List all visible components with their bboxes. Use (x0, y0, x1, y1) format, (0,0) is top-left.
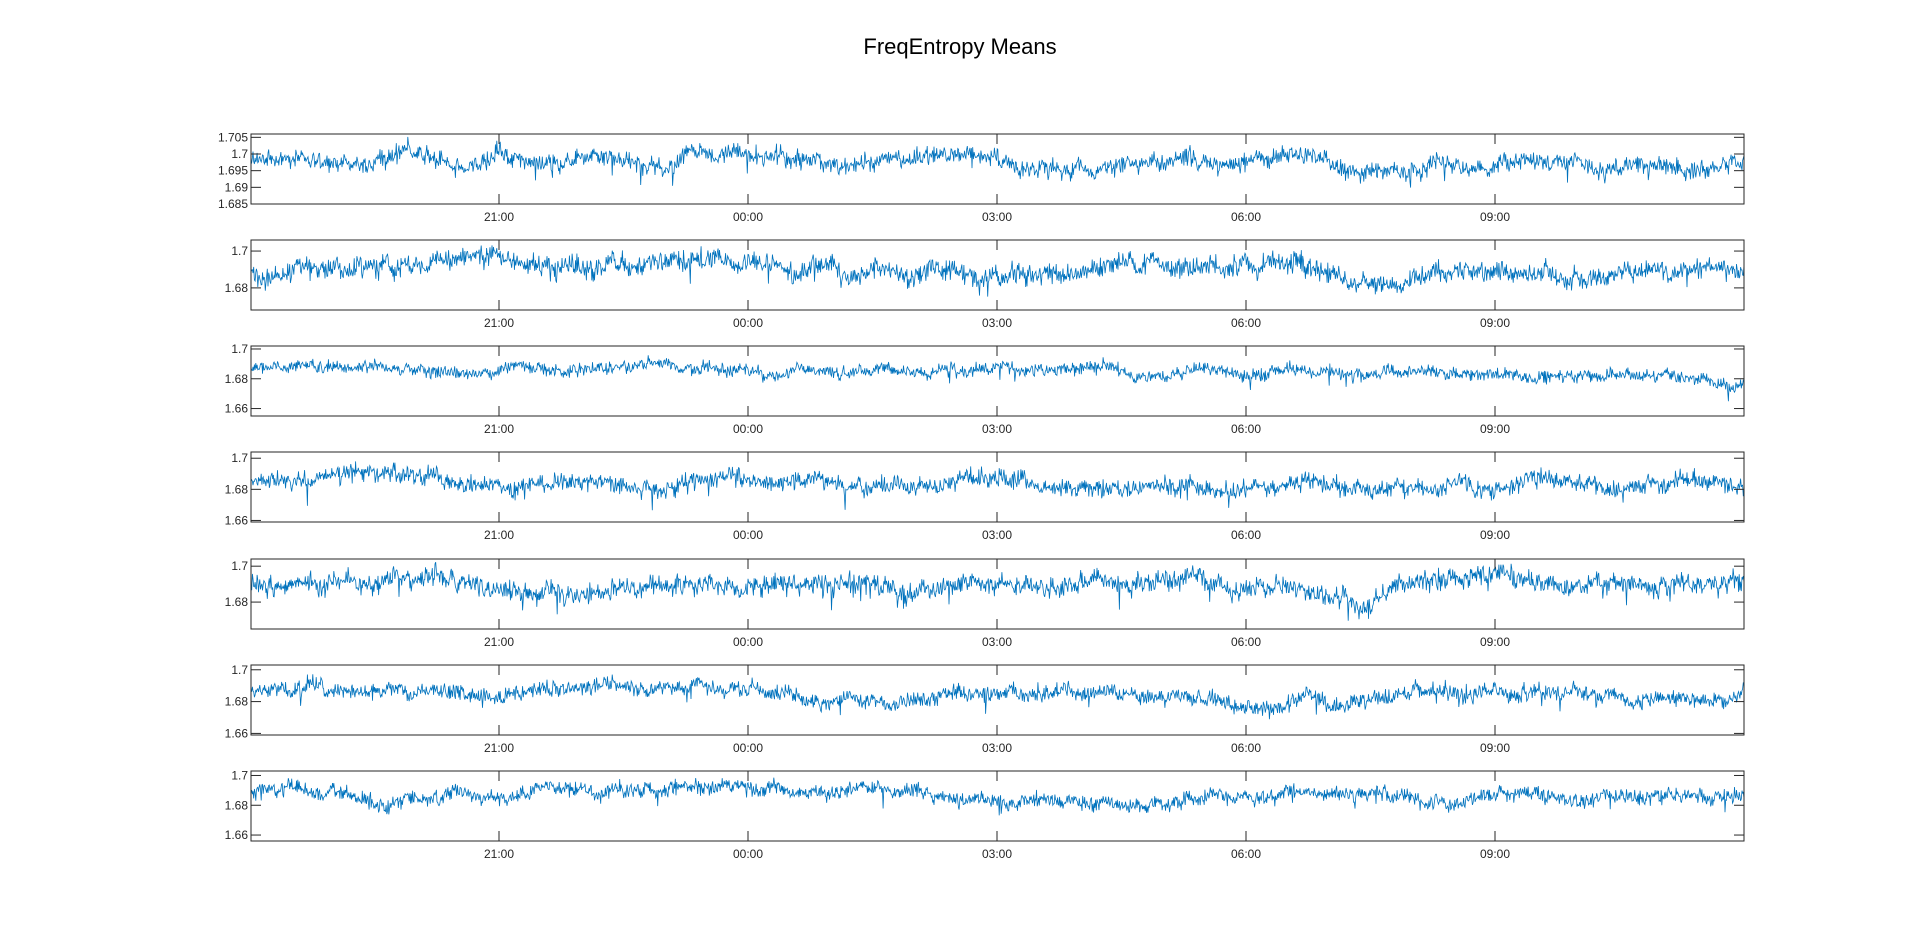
x-tick-label: 03:00 (982, 635, 1012, 649)
x-tick-label: 00:00 (733, 210, 763, 224)
x-tick-label: 03:00 (982, 316, 1012, 330)
y-tick-label: 1.7 (231, 244, 248, 258)
subplot-1-series-line (251, 136, 1744, 188)
y-tick-label: 1.705 (218, 130, 248, 144)
x-tick-label: 09:00 (1480, 528, 1510, 542)
y-tick-label: 1.7 (231, 768, 248, 782)
subplot-7-series-line (251, 777, 1744, 816)
x-tick-label: 00:00 (733, 528, 763, 542)
x-tick-label: 21:00 (484, 528, 514, 542)
y-tick-label: 1.7 (231, 559, 248, 573)
x-tick-label: 21:00 (484, 210, 514, 224)
x-tick-label: 21:00 (484, 316, 514, 330)
y-tick-label: 1.68 (225, 798, 249, 812)
x-tick-label: 06:00 (1231, 741, 1261, 755)
subplot-6: 1.7 1.68 1.66 21:00 00:00 03:00 06:00 09:00 (225, 663, 1745, 755)
y-tick-label: 1.7 (231, 342, 248, 356)
subplot-7-axes-box (250, 770, 1745, 842)
y-tick-label: 1.66 (225, 828, 249, 842)
x-tick-label: 03:00 (982, 741, 1012, 755)
x-tick-label: 06:00 (1231, 422, 1261, 436)
x-tick-label: 00:00 (733, 316, 763, 330)
subplot-4: 1.7 1.68 1.66 21:00 00:00 03:00 06:00 09:00 (225, 451, 1745, 542)
y-tick-label: 1.7 (231, 451, 248, 465)
chart-title: FreqEntropy Means (863, 34, 1057, 59)
subplot-3-axes-box (250, 345, 1745, 417)
x-tick-label: 06:00 (1231, 847, 1261, 861)
subplot-3-series-line (251, 355, 1744, 402)
x-tick-label: 00:00 (733, 741, 763, 755)
y-tick-label: 1.7 (231, 663, 248, 677)
subplot-6-series-line (251, 674, 1744, 720)
x-tick-label: 06:00 (1231, 210, 1261, 224)
subplot-2-series-line (251, 245, 1744, 297)
y-tick-label: 1.68 (225, 695, 249, 709)
x-tick-label: 09:00 (1480, 635, 1510, 649)
x-tick-label: 03:00 (982, 422, 1012, 436)
x-tick-label: 21:00 (484, 847, 514, 861)
x-tick-label: 06:00 (1231, 316, 1261, 330)
y-tick-label: 1.68 (225, 482, 249, 496)
subplot-4-axes-box (250, 451, 1745, 523)
x-tick-label: 21:00 (484, 635, 514, 649)
subplot-1-axes-box (250, 133, 1745, 205)
subplot-3: 1.7 1.68 1.66 21:00 00:00 03:00 06:00 09:00 (225, 342, 1745, 436)
y-tick-label: 1.695 (218, 164, 248, 178)
y-tick-label: 1.7 (231, 147, 248, 161)
x-tick-label: 21:00 (484, 741, 514, 755)
subplot-1: 1.705 1.7 1.695 1.69 1.685 21:00 00:00 03:00 06:… (218, 130, 1745, 224)
x-tick-label: 00:00 (733, 847, 763, 861)
y-tick-label: 1.69 (225, 180, 249, 194)
x-tick-label: 09:00 (1480, 847, 1510, 861)
subplot-5-axes-box (250, 558, 1745, 630)
subplot-2: 1.7 1.68 21:00 00:00 03:00 06:00 09:00 (225, 239, 1745, 330)
subplot-5-series-line (251, 562, 1744, 621)
subplot-4-series-line (251, 461, 1744, 511)
x-tick-label: 03:00 (982, 528, 1012, 542)
y-tick-label: 1.66 (225, 726, 249, 740)
y-tick-label: 1.66 (225, 402, 249, 416)
y-tick-label: 1.68 (225, 595, 249, 609)
y-tick-label: 1.68 (225, 281, 249, 295)
x-tick-label: 09:00 (1480, 210, 1510, 224)
x-tick-label: 21:00 (484, 422, 514, 436)
y-tick-label: 1.66 (225, 513, 249, 527)
x-tick-label: 00:00 (733, 422, 763, 436)
x-tick-label: 06:00 (1231, 635, 1261, 649)
subplot-7: 1.7 1.68 1.66 21:00 00:00 03:00 06:00 09:00 (225, 768, 1745, 861)
x-tick-label: 03:00 (982, 210, 1012, 224)
x-tick-label: 09:00 (1480, 741, 1510, 755)
subplot-5: 1.7 1.68 21:00 00:00 03:00 06:00 09:00 (225, 558, 1745, 649)
y-tick-label: 1.685 (218, 197, 248, 211)
y-tick-label: 1.68 (225, 372, 249, 386)
x-tick-label: 00:00 (733, 635, 763, 649)
x-tick-label: 03:00 (982, 847, 1012, 861)
x-tick-label: 06:00 (1231, 528, 1261, 542)
x-tick-label: 09:00 (1480, 316, 1510, 330)
x-tick-label: 09:00 (1480, 422, 1510, 436)
